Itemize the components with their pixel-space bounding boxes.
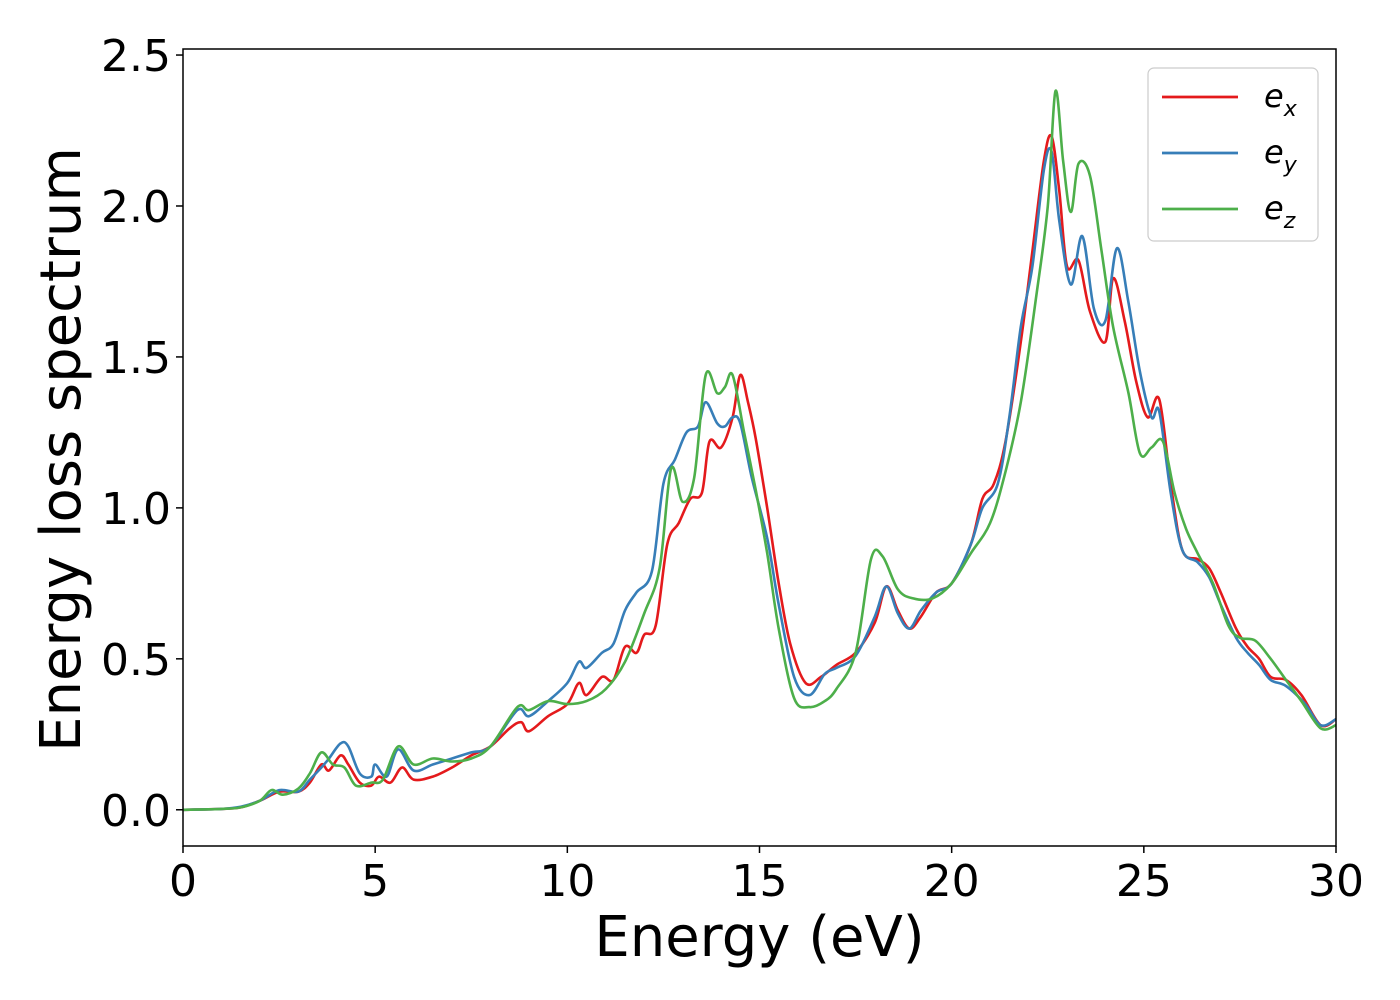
x-tick-label: 15	[732, 856, 788, 907]
legend-label-base: e	[1264, 189, 1284, 227]
y-tick-label: 1.0	[101, 484, 171, 535]
legend-entry: ey	[1162, 133, 1298, 178]
legend-label-base: e	[1264, 133, 1284, 171]
legend-label-subscript: z	[1283, 209, 1296, 234]
y-tick-label: 0.0	[101, 786, 171, 837]
x-tick-label: 0	[169, 856, 197, 907]
x-axis-label: Energy (eV)	[594, 905, 924, 970]
legend-label: ey	[1264, 133, 1298, 178]
y-tick-label: 2.5	[101, 31, 171, 82]
y-axis-ticks: 0.0 0.5 1.0 1.5 2.0 2.5	[101, 31, 183, 837]
legend-label-subscript: y	[1283, 153, 1298, 178]
y-tick-label: 1.5	[101, 333, 171, 384]
x-tick-label: 30	[1308, 856, 1364, 907]
legend-label: ez	[1264, 189, 1296, 234]
legend-entry: ex	[1162, 77, 1298, 122]
x-tick-label: 5	[361, 856, 389, 907]
series-line-e-z	[183, 89, 1336, 812]
x-tick-label: 25	[1116, 856, 1172, 907]
y-axis-label: Energy loss spectrum	[29, 147, 94, 752]
y-tick-label: 2.0	[101, 182, 171, 233]
y-tick-label: 0.5	[101, 635, 171, 686]
x-tick-label: 10	[539, 856, 595, 907]
legend-entry: ez	[1162, 189, 1296, 234]
series-layer	[183, 89, 1336, 812]
legend-label-base: e	[1264, 77, 1284, 115]
x-axis-ticks: 0 5 10 15 20 25 30	[169, 846, 1364, 907]
legend-box	[1147, 67, 1319, 242]
x-tick-label: 20	[924, 856, 980, 907]
series-line-e-y	[183, 146, 1336, 812]
series-line-e-x	[183, 134, 1336, 812]
legend-label: ex	[1264, 77, 1298, 122]
legend-label-subscript: x	[1283, 97, 1298, 122]
